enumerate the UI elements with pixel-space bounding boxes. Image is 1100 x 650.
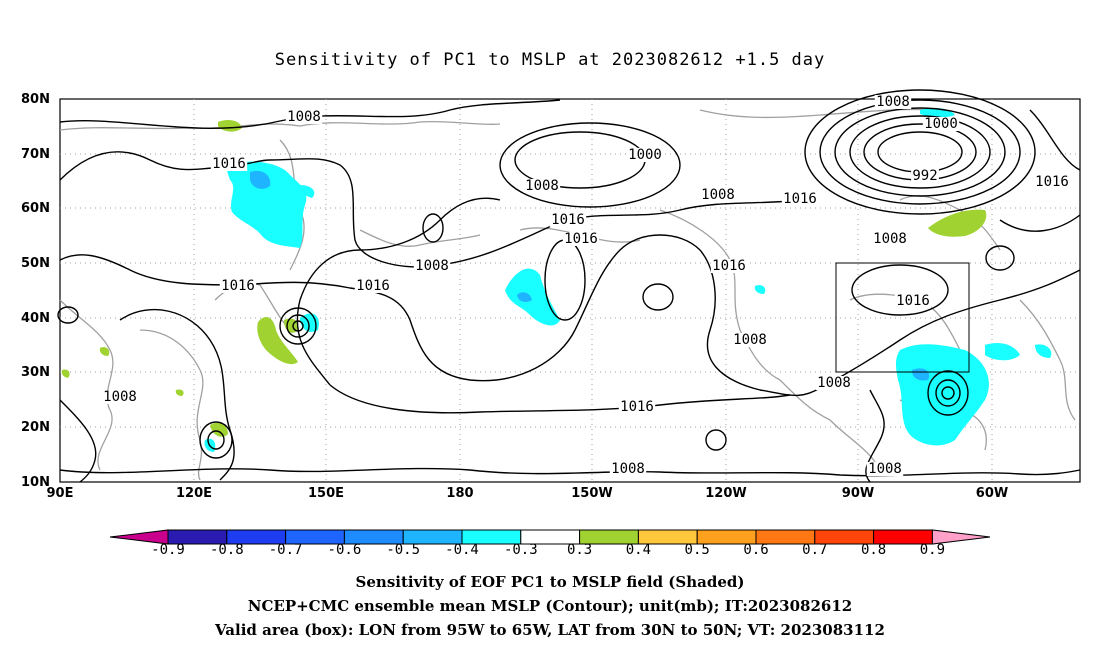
contour-label: 1016 xyxy=(564,231,598,247)
contour-labels: 1008 1000 992 1008 1016 1016 1008 1016 1008 1016 1… xyxy=(101,94,1071,477)
lat-label-30n: 30N xyxy=(21,365,50,380)
colorbar-tick-label: 0.3 xyxy=(566,542,593,558)
contour-label-bg xyxy=(894,294,932,308)
colorbar-tick-label: -0.9 xyxy=(151,542,185,558)
contour-label-bg xyxy=(874,95,912,109)
caption-line-3: Valid area (box): LON from 95W to 65W, L… xyxy=(215,621,885,639)
contour-label-bg xyxy=(562,232,600,246)
contour-label: 1008 xyxy=(701,187,735,203)
lat-label-20n: 20N xyxy=(21,420,50,435)
contour-label-bg xyxy=(781,192,819,206)
contour-label: 1008 xyxy=(876,94,910,110)
contour-label-bg xyxy=(1033,175,1071,189)
contour-label: 1008 xyxy=(525,178,559,194)
colorbar-tick-label: 0.9 xyxy=(919,542,946,558)
colorbar-tick-label: 0.7 xyxy=(802,542,828,558)
contour-label: 1016 xyxy=(221,278,255,294)
colorbar-tick-label: 0.6 xyxy=(743,542,769,558)
contour-label-bg xyxy=(731,333,769,347)
contour-label-bg xyxy=(210,157,248,171)
colorbar-tick-label: 0.5 xyxy=(684,542,710,558)
colorbar-tick-label: -0.6 xyxy=(327,542,362,558)
contour-label: 1000 xyxy=(628,147,662,163)
contour-label-bg xyxy=(871,232,909,246)
contour-label-bg xyxy=(626,148,664,162)
contour-label: 1016 xyxy=(1035,174,1069,190)
contour-label-bg xyxy=(354,279,392,293)
contour-label: 1016 xyxy=(620,399,654,415)
contour-label: 1016 xyxy=(783,191,817,207)
contour-label-bg xyxy=(922,117,960,131)
lon-label-150w: 150W xyxy=(571,486,613,501)
lat-label-70n: 70N xyxy=(21,147,50,162)
colorbar-tick-label: -0.7 xyxy=(268,542,303,558)
lon-label-90e: 90E xyxy=(46,486,74,501)
lon-label-120w: 120W xyxy=(705,486,747,501)
contour-label: 1008 xyxy=(287,109,321,125)
contour-label: 1000 xyxy=(924,116,958,132)
contour-label-bg xyxy=(866,462,904,476)
contour-label: 1008 xyxy=(611,461,645,477)
contour-label-bg xyxy=(618,400,656,414)
lat-label-80n: 80N xyxy=(21,92,50,107)
lat-label-40n: 40N xyxy=(21,311,50,326)
lon-label-150e: 150E xyxy=(307,486,345,501)
contour-label-bg xyxy=(815,376,853,390)
contour-label: 992 xyxy=(912,168,937,184)
caption-line-1: Sensitivity of EOF PC1 to MSLP field (Sh… xyxy=(355,573,745,591)
contour-label: 1016 xyxy=(212,156,246,172)
contour-label: 1016 xyxy=(712,258,746,274)
contour-label: 1016 xyxy=(356,278,390,294)
contour-label: 1008 xyxy=(415,258,449,274)
contour-label: 1016 xyxy=(896,293,930,309)
contour-label-bg xyxy=(911,169,939,183)
contour-label-bg xyxy=(609,462,647,476)
lon-label-120e: 120E xyxy=(175,486,213,501)
contour-label: 1008 xyxy=(103,389,137,405)
lat-label-60n: 60N xyxy=(21,201,50,216)
colorbar-tick-label: -0.5 xyxy=(386,542,421,558)
contour-label: 1008 xyxy=(817,375,851,391)
contour-label-bg xyxy=(549,213,587,227)
valid-area-box xyxy=(835,262,970,373)
colorbar-tick-label: -0.8 xyxy=(209,542,244,558)
colorbar-tick-label: 0.4 xyxy=(625,542,652,558)
lon-label-60w: 60W xyxy=(975,486,1009,501)
map-title: Sensitivity of PC1 to MSLP at 2023082612… xyxy=(274,50,826,70)
colorbar-tick-label: -0.4 xyxy=(445,542,479,558)
contour-label-bg xyxy=(710,259,748,273)
contour-label-bg xyxy=(413,259,451,273)
contour-label: 1008 xyxy=(733,332,767,348)
lon-label-90w: 90W xyxy=(841,486,875,501)
contour-label-bg xyxy=(219,279,257,293)
colorbar-tick-label: -0.3 xyxy=(503,542,538,558)
caption-line-2: NCEP+CMC ensemble mean MSLP (Contour); u… xyxy=(247,597,853,615)
contour-label-bg xyxy=(285,110,323,124)
colorbar-high-triangle xyxy=(931,529,991,545)
contour-label: 1008 xyxy=(868,461,902,477)
lat-label-10n: 10N xyxy=(21,475,50,490)
contour-label-bg xyxy=(101,390,139,404)
lat-label-50n: 50N xyxy=(21,256,50,271)
colorbar-tick-label: 0.8 xyxy=(860,542,887,558)
lon-label-180: 180 xyxy=(446,486,474,501)
contour-label-bg xyxy=(523,179,561,193)
contour-label-bg xyxy=(699,188,737,202)
contour-label: 1008 xyxy=(873,231,907,247)
contour-label: 1016 xyxy=(551,212,585,228)
